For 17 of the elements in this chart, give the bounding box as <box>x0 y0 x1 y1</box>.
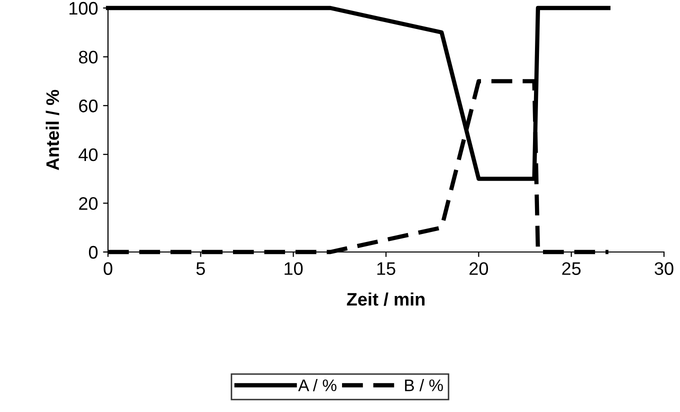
x-tick-label: 30 <box>654 262 674 275</box>
x-axis-title: Zeit / min <box>346 292 425 306</box>
legend-label: B / % <box>405 379 443 392</box>
x-tick-label: 0 <box>104 262 112 275</box>
y-tick-label: 100 <box>70 2 98 15</box>
y-tick-label: 60 <box>79 100 98 112</box>
x-tick-label: 10 <box>284 262 303 275</box>
x-tick-label: 20 <box>470 262 488 275</box>
legend-label: A / % <box>298 379 336 392</box>
x-tick-label: 5 <box>196 262 205 275</box>
y-tick-label: 0 <box>88 246 98 259</box>
y-axis-title: Anteil / % <box>46 90 60 170</box>
y-tick-label: 20 <box>79 197 98 210</box>
y-tick-label: 40 <box>78 148 98 162</box>
y-tick-label: 80 <box>78 50 98 64</box>
x-tick-label: 15 <box>377 262 396 275</box>
x-tick-label: 25 <box>562 262 581 275</box>
